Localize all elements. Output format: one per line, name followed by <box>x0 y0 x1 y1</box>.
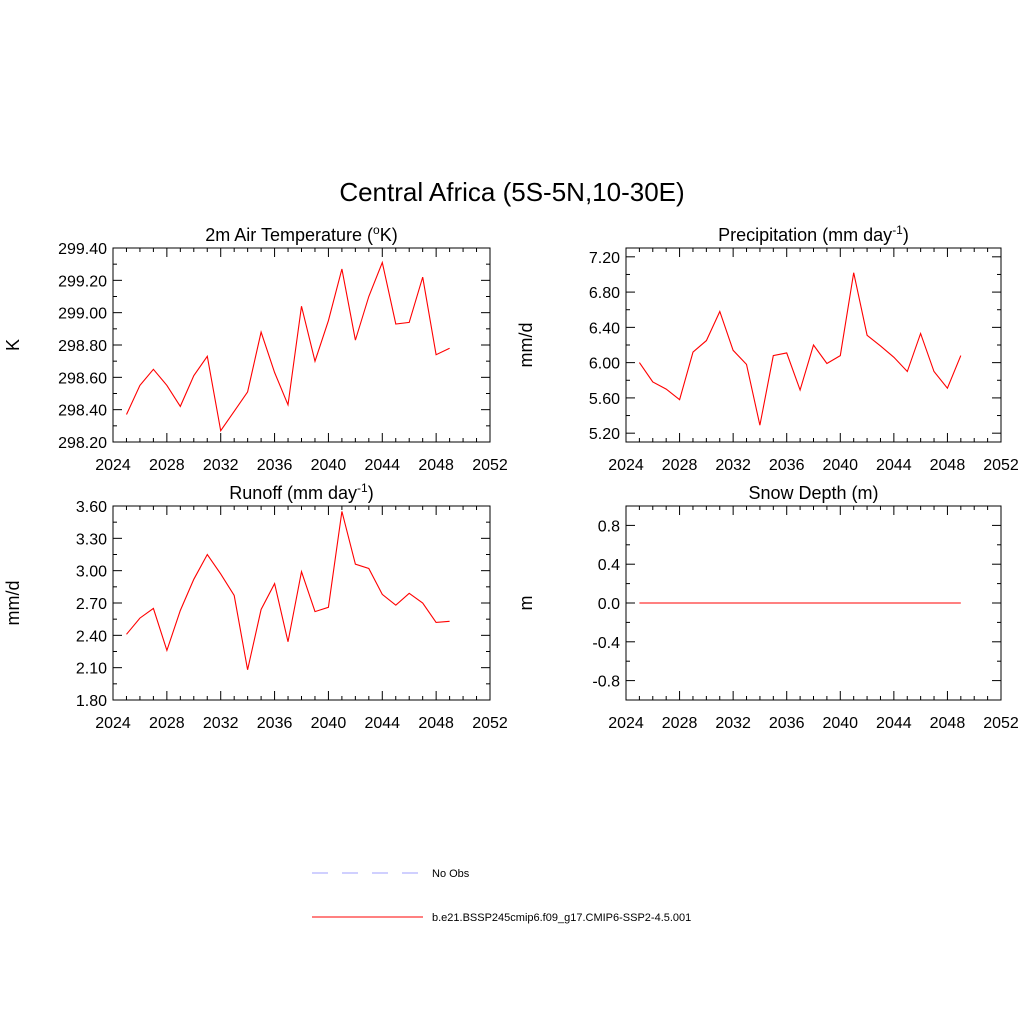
y-tick-label: 0.8 <box>598 518 620 535</box>
x-tick-label: 2036 <box>257 715 293 732</box>
x-tick-label: 2032 <box>203 715 239 732</box>
panel-title: Precipitation (mm day-1) <box>718 223 909 245</box>
x-tick-label: 2048 <box>418 715 454 732</box>
y-tick-label: 6.80 <box>589 285 620 302</box>
x-tick-label: 2048 <box>418 457 454 474</box>
x-tick-label: 2024 <box>95 457 131 474</box>
y-tick-label: 3.00 <box>76 564 107 581</box>
panel-title: Runoff (mm day-1) <box>229 481 373 503</box>
y-axis-label: K <box>3 339 23 351</box>
y-axis-label: m <box>516 596 536 611</box>
panel-title: Snow Depth (m) <box>748 483 878 503</box>
x-tick-label: 2036 <box>769 715 805 732</box>
x-tick-label: 2044 <box>364 457 400 474</box>
y-tick-label: 298.20 <box>58 435 107 452</box>
plot-frame <box>112 505 491 701</box>
legend-label: No Obs <box>432 868 470 880</box>
y-tick-label: 6.40 <box>589 320 620 337</box>
x-tick-label: 2040 <box>822 715 858 732</box>
y-tick-label: 298.60 <box>58 370 107 387</box>
x-tick-label: 2028 <box>149 715 185 732</box>
x-tick-label: 2052 <box>472 457 508 474</box>
x-tick-label: 2028 <box>149 457 185 474</box>
x-tick-label: 2024 <box>95 715 131 732</box>
y-tick-label: 2.10 <box>76 661 107 678</box>
series-line <box>126 260 450 433</box>
x-tick-label: 2032 <box>715 457 751 474</box>
x-tick-label: 2048 <box>930 457 966 474</box>
y-axis-label: mm/d <box>516 323 536 368</box>
x-tick-label: 2052 <box>472 715 508 732</box>
y-tick-label: 5.20 <box>589 426 620 443</box>
legend: No Obs b.e21.BSSP245cmip6.f09_g17.CMIP6-S… <box>312 868 691 924</box>
x-tick-label: 2028 <box>662 457 698 474</box>
x-tick-label: 2024 <box>608 715 644 732</box>
y-tick-label: 3.60 <box>76 499 107 516</box>
y-tick-label: 299.40 <box>58 241 107 258</box>
x-tick-label: 2040 <box>311 457 347 474</box>
y-tick-label: 3.30 <box>76 531 107 548</box>
y-tick-label: 5.60 <box>589 391 620 408</box>
x-tick-label: 2044 <box>364 715 400 732</box>
panel-3: Runoff (mm day-1) mm/d 2024 2028 2032 2036 204… <box>3 481 508 732</box>
y-tick-label: 2.40 <box>76 628 107 645</box>
x-tick-label: 2048 <box>930 715 966 732</box>
y-tick-label: 6.00 <box>589 356 620 373</box>
x-tick-label: 2024 <box>608 457 644 474</box>
y-tick-label: 1.80 <box>76 693 107 710</box>
panel-title: 2m Air Temperature (oK) <box>205 223 397 245</box>
x-tick-label: 2044 <box>876 457 912 474</box>
y-axis-label: mm/d <box>3 581 23 626</box>
y-tick-label: 0.0 <box>598 596 620 613</box>
series-line <box>126 511 450 670</box>
x-tick-label: 2028 <box>662 715 698 732</box>
x-tick-label: 2040 <box>822 457 858 474</box>
y-tick-label: -0.8 <box>592 674 620 691</box>
figure-title: Central Africa (5S-5N,10-30E) <box>339 177 684 207</box>
panel-4: Snow Depth (m) m 2024 2028 2032 2036 2040 2044 2… <box>516 483 1019 732</box>
panel-1: 2m Air Temperature (oK) K 2024 2028 2032 2036… <box>3 223 508 474</box>
x-tick-label: 2036 <box>257 457 293 474</box>
series-line <box>638 272 962 426</box>
x-tick-label: 2052 <box>983 457 1019 474</box>
y-tick-label: 7.20 <box>589 250 620 267</box>
y-tick-label: 298.80 <box>58 338 107 355</box>
x-tick-label: 2032 <box>715 715 751 732</box>
x-tick-label: 2040 <box>311 715 347 732</box>
y-tick-label: -0.4 <box>592 635 620 652</box>
x-tick-label: 2036 <box>769 457 805 474</box>
x-tick-label: 2032 <box>203 457 239 474</box>
x-tick-label: 2052 <box>983 715 1019 732</box>
plot-frame <box>112 247 491 443</box>
y-tick-label: 2.70 <box>76 596 107 613</box>
y-tick-label: 299.00 <box>58 306 107 323</box>
y-tick-label: 298.40 <box>58 403 107 420</box>
legend-label: b.e21.BSSP245cmip6.f09_g17.CMIP6-SSP2-4.… <box>432 912 691 924</box>
y-tick-label: 299.20 <box>58 273 107 290</box>
panel-2: Precipitation (mm day-1) mm/d 2024 2028 2032… <box>516 223 1019 474</box>
y-tick-label: 0.4 <box>598 557 620 574</box>
x-tick-label: 2044 <box>876 715 912 732</box>
